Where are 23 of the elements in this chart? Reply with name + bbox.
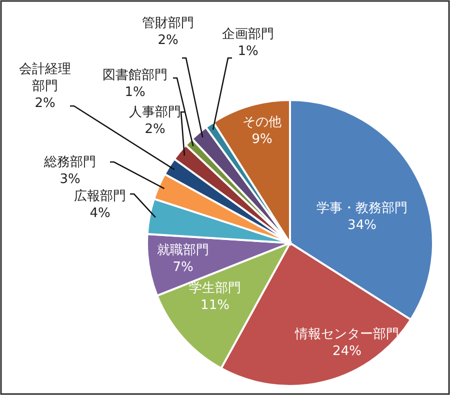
data-label: 2% xyxy=(144,122,166,137)
slice-label: 企画部門 xyxy=(222,27,274,42)
slice-label: 就職部門 xyxy=(157,243,209,258)
data-label: 3% xyxy=(60,172,80,187)
slice-label: その他 xyxy=(242,115,282,130)
data-label: 2% xyxy=(158,33,178,48)
slice-label: 会計経理部門 xyxy=(19,62,71,94)
slice-label: 総務部門 xyxy=(43,155,96,170)
data-label: 34% xyxy=(348,218,376,233)
data-label: 11% xyxy=(200,298,230,313)
slice-label: 管財部門 xyxy=(142,16,194,31)
data-label: 2% xyxy=(34,96,56,111)
slice-label: 学事・教務部門 xyxy=(316,201,408,216)
data-label: 1% xyxy=(238,44,258,59)
slice-label: 人事部門 xyxy=(129,105,181,120)
data-label: 4% xyxy=(90,206,110,221)
data-label: 1% xyxy=(124,85,146,100)
data-label: 7% xyxy=(172,260,194,275)
data-label: 24% xyxy=(332,344,362,359)
slice-label: 図書館部門 xyxy=(102,68,168,83)
slice-label: 広報部門 xyxy=(74,188,126,204)
data-label: 9% xyxy=(252,132,272,147)
slice-label: 学生部門 xyxy=(189,281,241,296)
